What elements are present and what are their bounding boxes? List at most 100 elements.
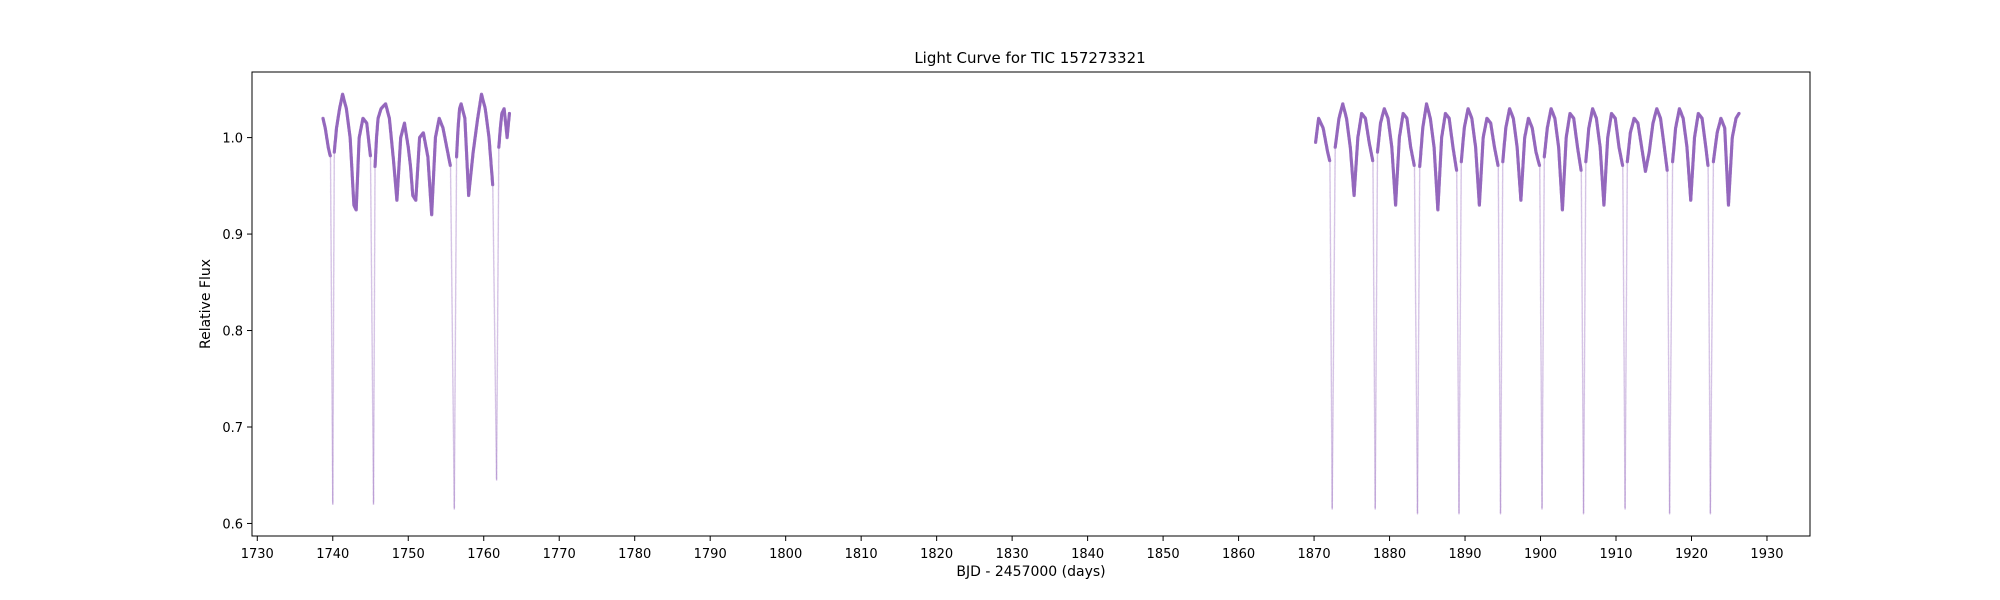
flux-point — [331, 362, 333, 364]
flux-point — [331, 410, 334, 412]
flux-point — [332, 439, 334, 442]
flux-point — [329, 165, 332, 168]
flux-point — [330, 202, 332, 205]
flux-point — [331, 427, 334, 430]
flux-point — [331, 425, 334, 428]
flux-point — [332, 457, 334, 460]
flux-point — [332, 336, 335, 339]
flux-point — [331, 412, 334, 415]
flux-point — [330, 208, 332, 211]
flux-point — [329, 183, 332, 186]
flux-point — [332, 370, 335, 373]
flux-point — [332, 380, 335, 382]
flux-point — [330, 324, 333, 327]
flux-point — [332, 456, 334, 459]
flux-point — [332, 392, 335, 394]
flux-point — [332, 314, 335, 316]
flux-point — [332, 286, 335, 289]
flux-point — [332, 394, 335, 397]
flux-point — [332, 495, 334, 497]
flux-point — [331, 402, 333, 405]
flux-point — [332, 372, 335, 375]
flux-point — [331, 348, 333, 351]
flux-point — [332, 289, 335, 291]
flux-point — [332, 298, 335, 301]
flux-point — [330, 242, 332, 244]
flux-point — [330, 225, 332, 228]
flux-point — [331, 395, 333, 398]
flux-point — [330, 279, 333, 282]
flux-point — [330, 262, 333, 265]
flux-point — [332, 459, 334, 461]
flux-point — [332, 353, 335, 356]
flux-point — [329, 187, 332, 189]
flux-point — [331, 467, 334, 470]
flux-point — [329, 171, 332, 174]
flux-point — [332, 441, 334, 443]
flux-point — [331, 423, 334, 425]
flux-point — [330, 206, 332, 208]
flux-point — [332, 321, 335, 323]
flux-point — [332, 447, 334, 449]
flux-point — [330, 269, 333, 272]
flux-point — [330, 231, 332, 234]
flux-point — [331, 376, 333, 379]
flux-point — [331, 447, 334, 449]
flux-point — [332, 425, 334, 428]
flux-point — [329, 190, 332, 193]
flux-point — [332, 376, 335, 379]
flux-point — [330, 287, 333, 290]
flux-point — [332, 285, 335, 288]
flux-point — [332, 502, 334, 504]
flux-point — [330, 249, 332, 252]
flux-point — [332, 436, 334, 438]
flux-point — [332, 465, 334, 467]
flux-point — [331, 380, 333, 382]
flux-point — [330, 241, 332, 243]
flux-point — [329, 174, 332, 176]
flux-point — [330, 307, 333, 309]
flux-point — [332, 487, 334, 490]
flux-point — [330, 301, 333, 303]
flux-point — [330, 310, 333, 313]
flux-point — [331, 364, 333, 367]
flux-point — [330, 317, 333, 320]
flux-point — [332, 484, 334, 486]
flux-point — [332, 483, 334, 485]
flux-point — [331, 435, 334, 437]
flux-point — [332, 359, 335, 362]
flux-point — [330, 284, 333, 286]
flux-point — [331, 456, 334, 459]
flux-point — [332, 351, 335, 353]
flux-point — [330, 217, 332, 219]
flux-point — [329, 159, 332, 162]
flux-point — [331, 411, 334, 413]
flux-point — [332, 315, 335, 317]
flux-point — [507, 111, 511, 116]
data-layer — [321, 92, 1741, 515]
flux-point — [331, 474, 334, 477]
flux-point — [331, 471, 334, 473]
flux-point — [331, 497, 334, 500]
flux-point — [332, 400, 335, 403]
flux-point — [332, 485, 334, 488]
flux-point — [332, 323, 335, 326]
flux-point — [332, 383, 335, 386]
flux-point — [331, 443, 334, 446]
flux-point — [329, 181, 332, 183]
flux-point — [331, 350, 333, 352]
flux-point — [332, 360, 335, 363]
flux-point — [331, 489, 334, 491]
flux-point — [330, 340, 333, 343]
flux-point — [331, 393, 333, 395]
flux-point — [332, 466, 334, 468]
flux-point — [330, 222, 332, 224]
flux-point — [330, 266, 333, 268]
flux-point — [331, 444, 334, 447]
flux-point — [331, 396, 333, 399]
flux-point — [332, 350, 335, 352]
flux-point — [331, 472, 334, 474]
flux-point — [330, 339, 333, 341]
flux-point — [331, 484, 334, 486]
flux-point — [330, 265, 333, 267]
